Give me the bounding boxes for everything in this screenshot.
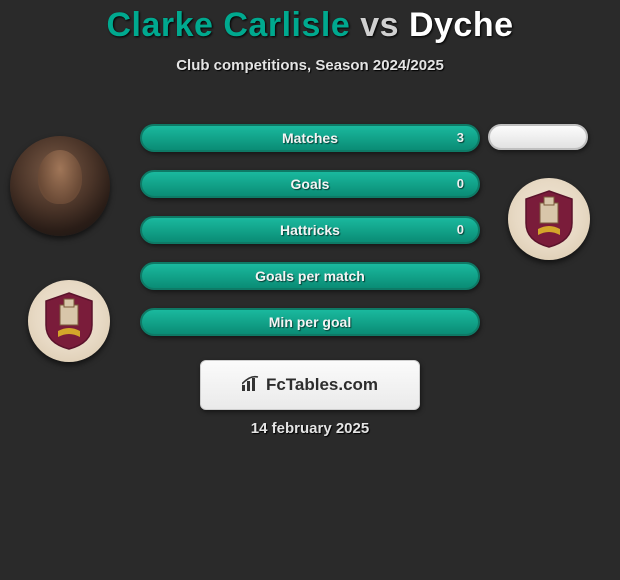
stat-value-p1: 3 [457, 126, 464, 150]
stat-row-matches: Matches 3 [140, 124, 480, 152]
stat-value-p1: 0 [457, 218, 464, 242]
stat-row-min-per-goal: Min per goal [140, 308, 480, 336]
player1-club-badge [28, 280, 110, 362]
stat-label: Hattricks [142, 218, 478, 242]
stats-panel: Matches 3 Goals 0 Hattricks 0 Goals per … [140, 124, 480, 354]
player2-matches-bar [488, 124, 588, 150]
stat-row-goals-per-match: Goals per match [140, 262, 480, 290]
player1-name: Clarke Carlisle [106, 6, 350, 44]
stat-label: Goals [142, 172, 478, 196]
player2-name: Dyche [409, 6, 514, 44]
vs-text: vs [360, 6, 399, 44]
stat-row-hattricks: Hattricks 0 [140, 216, 480, 244]
branding-box[interactable]: FcTables.com [200, 360, 420, 410]
comparison-title: Clarke Carlisle vs Dyche [0, 0, 620, 45]
stat-label: Min per goal [142, 310, 478, 334]
player2-club-badge [508, 178, 590, 260]
player1-avatar [10, 136, 110, 236]
stat-label: Goals per match [142, 264, 478, 288]
stat-label: Matches [142, 126, 478, 150]
stat-row-goals: Goals 0 [140, 170, 480, 198]
signal-icon [242, 375, 260, 396]
subtitle: Club competitions, Season 2024/2025 [0, 57, 620, 74]
stat-value-p1: 0 [457, 172, 464, 196]
date-label: 14 february 2025 [0, 420, 620, 437]
branding-text: FcTables.com [266, 375, 378, 395]
